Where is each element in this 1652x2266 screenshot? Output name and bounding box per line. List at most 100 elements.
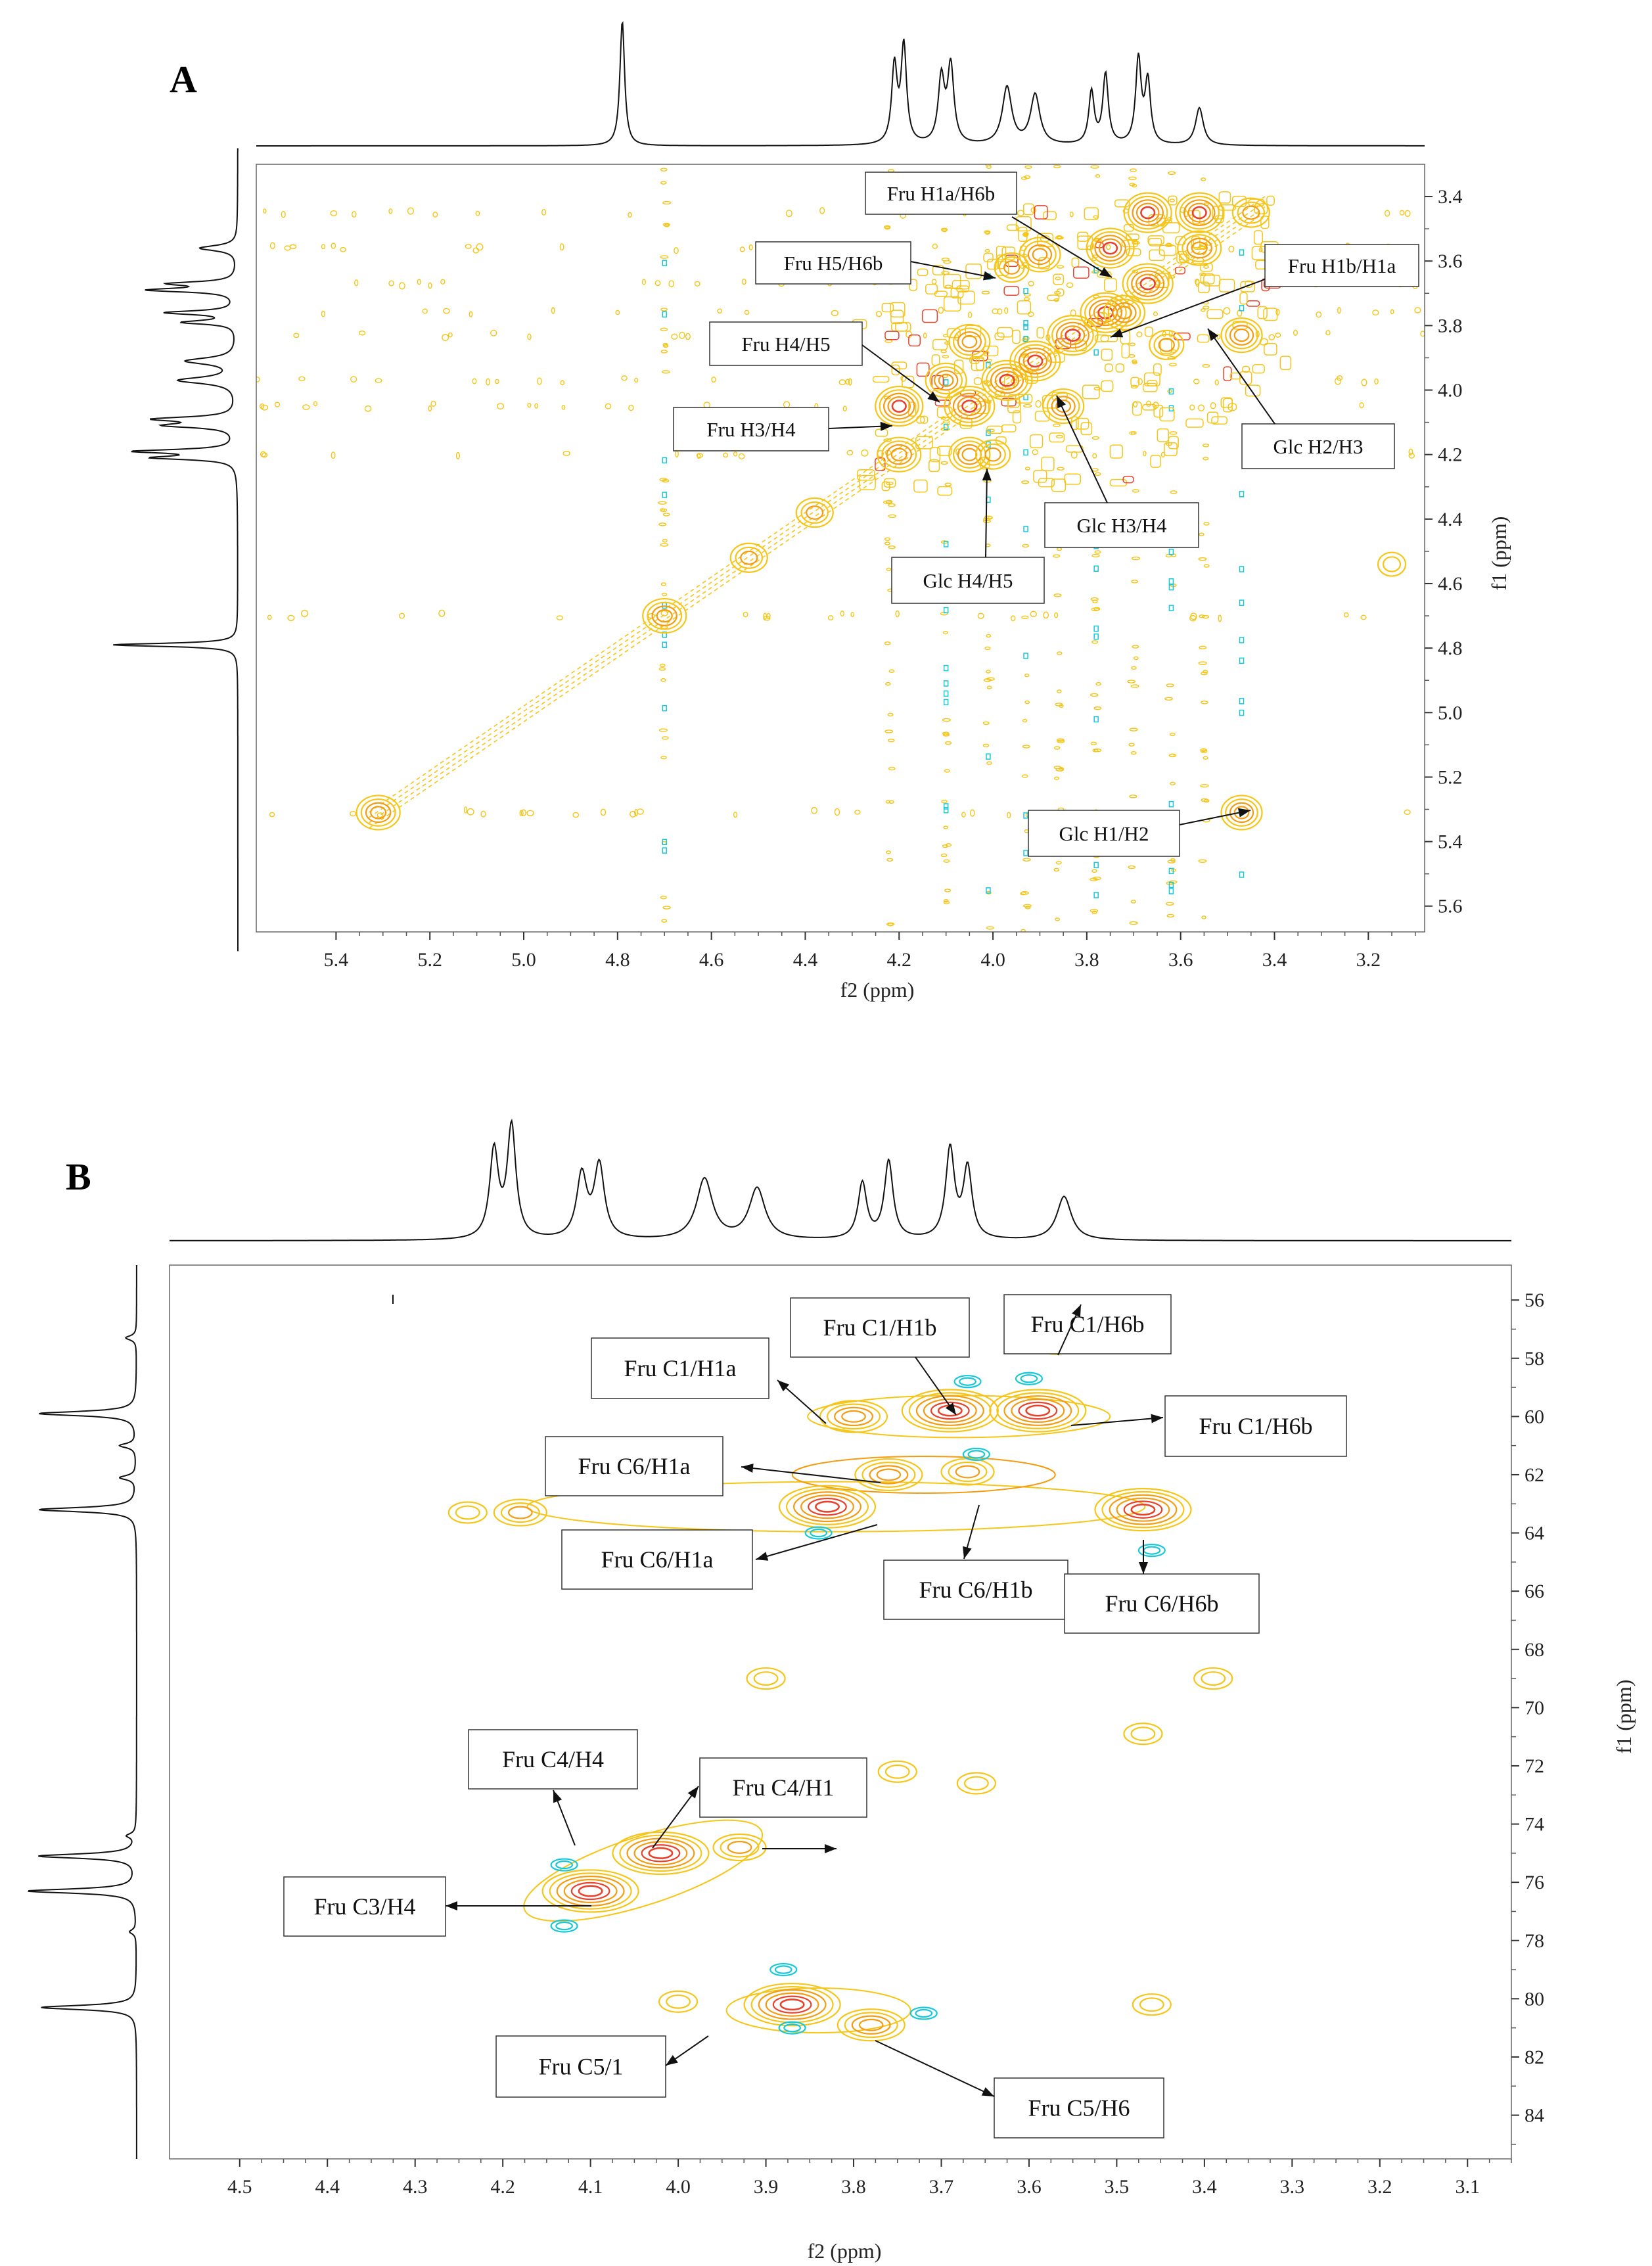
diagonal-peak-level	[1047, 315, 1099, 356]
noise-dot	[942, 228, 948, 233]
noise-dot	[662, 370, 670, 374]
noise-dot	[463, 806, 468, 814]
cross-peak-level	[1112, 302, 1137, 323]
noise-dot	[1032, 449, 1039, 455]
b-xtick-label: 4.3	[403, 2176, 428, 2198]
noise-dot	[605, 403, 612, 409]
noise-dot	[377, 812, 384, 818]
negative-streak	[1239, 599, 1245, 606]
noise-dot	[1166, 913, 1175, 918]
hsqc-peak-level	[963, 1776, 989, 1791]
diagonal-peak-level	[890, 448, 907, 461]
noise-dot	[1170, 781, 1176, 785]
noise-dot	[1093, 386, 1101, 391]
annotation-b: Fru C6/H1a	[545, 1436, 723, 1496]
noise-dot	[679, 331, 685, 339]
noise-dot	[944, 769, 950, 773]
hsqc-peak-level	[851, 2015, 891, 2035]
noise-dot	[1201, 915, 1206, 919]
diagonal-peak	[642, 597, 687, 634]
noise-dot	[1057, 235, 1063, 240]
hsqc-peak-level	[793, 1491, 861, 1523]
hsqc-peak-level	[876, 1468, 902, 1481]
hsqc-peak-level	[858, 2018, 884, 2031]
negative-peak	[550, 1858, 578, 1872]
noise-dot	[943, 825, 949, 829]
cross-peak-level	[1128, 195, 1168, 230]
panel-b-letter: B	[66, 1155, 91, 1198]
hsqc-peak-level	[570, 1882, 610, 1901]
diagonal-peak-level	[360, 798, 396, 827]
annotation-label: Fru C1/H6b	[1199, 1413, 1312, 1439]
noise-dot	[942, 355, 950, 359]
diagonal-peak	[1177, 230, 1222, 266]
noise-dot	[888, 545, 896, 549]
noise-dot	[940, 853, 948, 858]
diagonal-peak-level	[1131, 270, 1165, 297]
negative-streak	[986, 753, 991, 760]
annotation-label: Fru H4/H5	[741, 333, 830, 356]
diagonal-peak-level	[1051, 318, 1094, 352]
crowded-contour	[1105, 363, 1113, 373]
noise-dot	[1223, 307, 1231, 315]
diagonal-peak-level	[642, 597, 687, 634]
hsqc-peak-level	[666, 1994, 691, 2009]
b-ytick-label: 56	[1525, 1289, 1544, 1311]
noise-dot	[885, 499, 893, 504]
diagonal-peak-level	[365, 802, 392, 823]
negative-streak	[1023, 323, 1028, 331]
crowded-contour	[937, 486, 953, 496]
noise-dot	[298, 376, 306, 382]
noise-dot	[1093, 748, 1102, 752]
negative-peak-level	[962, 1447, 990, 1462]
noise-dot	[985, 670, 991, 674]
annotation-arrow-head	[1072, 1305, 1081, 1318]
noise-dot	[388, 280, 394, 287]
noise-dot	[842, 405, 847, 412]
noise-dot	[1199, 614, 1205, 618]
b-xtick-label: 3.7	[929, 2176, 954, 2198]
diagonal-peak-level	[881, 440, 917, 469]
annotation-arrow-head	[981, 2087, 994, 2096]
noise-dot	[1336, 375, 1343, 381]
annotation-a: Glc H3/H4	[1044, 395, 1199, 548]
diagonal-peak-level	[952, 392, 986, 420]
noise-dot	[417, 279, 421, 285]
noise-dot	[1020, 891, 1026, 896]
cross-peak-level	[1032, 248, 1048, 262]
negative-peak-level	[769, 1962, 798, 1977]
hsqc-peak-level	[500, 1502, 540, 1523]
noise-dot	[685, 333, 691, 340]
diagonal-peak-level	[1242, 205, 1260, 220]
noise-dot	[269, 242, 275, 250]
noise-dot	[1070, 451, 1078, 459]
annotation-arrow-head	[982, 271, 996, 281]
noise-dot	[1022, 718, 1028, 723]
noise-dot	[1021, 480, 1030, 484]
noise-dot	[1021, 774, 1028, 778]
annotation-arrow-line	[652, 1786, 699, 1849]
b-xtick-label: 3.1	[1456, 2176, 1480, 2198]
noise-dot	[887, 712, 894, 717]
annotation-label: Fru C3/H4	[313, 1893, 415, 1920]
crowded-contour	[1257, 306, 1268, 319]
hsqc-peak-level	[819, 1400, 888, 1433]
noise-dot	[888, 503, 896, 507]
diagonal-peak-level	[1177, 230, 1222, 266]
crowded-contour	[1114, 199, 1130, 208]
noise-dot	[660, 543, 668, 547]
noise-dot	[661, 919, 668, 923]
noise-dot	[1203, 670, 1208, 674]
noise-dot	[1057, 739, 1065, 743]
crowded-contour	[907, 402, 917, 417]
negative-streak	[662, 641, 667, 648]
crowded-contour	[884, 331, 900, 340]
noise-dot	[660, 755, 667, 760]
noise-dot	[1203, 564, 1210, 568]
noise-dot	[1132, 645, 1139, 649]
b-ytick-label: 62	[1525, 1464, 1544, 1486]
hsqc-peak-level	[930, 1401, 970, 1420]
noise-dot	[1022, 858, 1031, 862]
noise-dot	[1210, 402, 1216, 409]
cross-peak-level	[1175, 192, 1224, 233]
